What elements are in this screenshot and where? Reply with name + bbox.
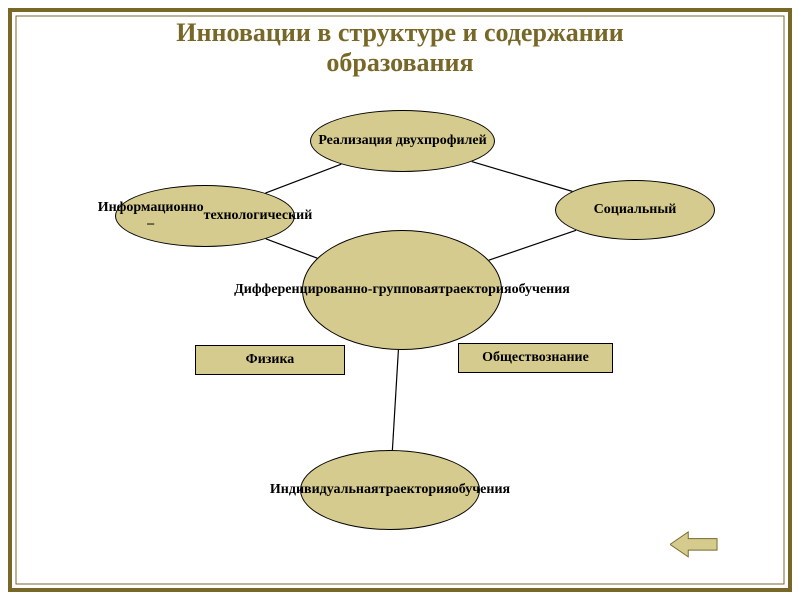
- node-info-tech: Информационно –технологический: [115, 185, 295, 247]
- node-social-studies: Обществознание: [458, 343, 613, 373]
- node-social: Социальный: [555, 180, 715, 240]
- slide-title: Инновации в структуре и содержании образ…: [0, 18, 800, 78]
- title-line-1: Инновации в структуре и содержании: [176, 18, 623, 47]
- title-line-2: образования: [326, 48, 473, 77]
- node-physics: Физика: [195, 345, 345, 375]
- node-realization: Реализация двухпрофилей: [310, 110, 495, 172]
- node-individual: Индивидуальнаятраекторияобучения: [300, 450, 480, 530]
- node-differentiated: Дифференцированно-групповаятраекторияобу…: [302, 230, 502, 350]
- back-arrow-icon[interactable]: [670, 530, 718, 559]
- slide: Инновации в структуре и содержании образ…: [0, 0, 800, 600]
